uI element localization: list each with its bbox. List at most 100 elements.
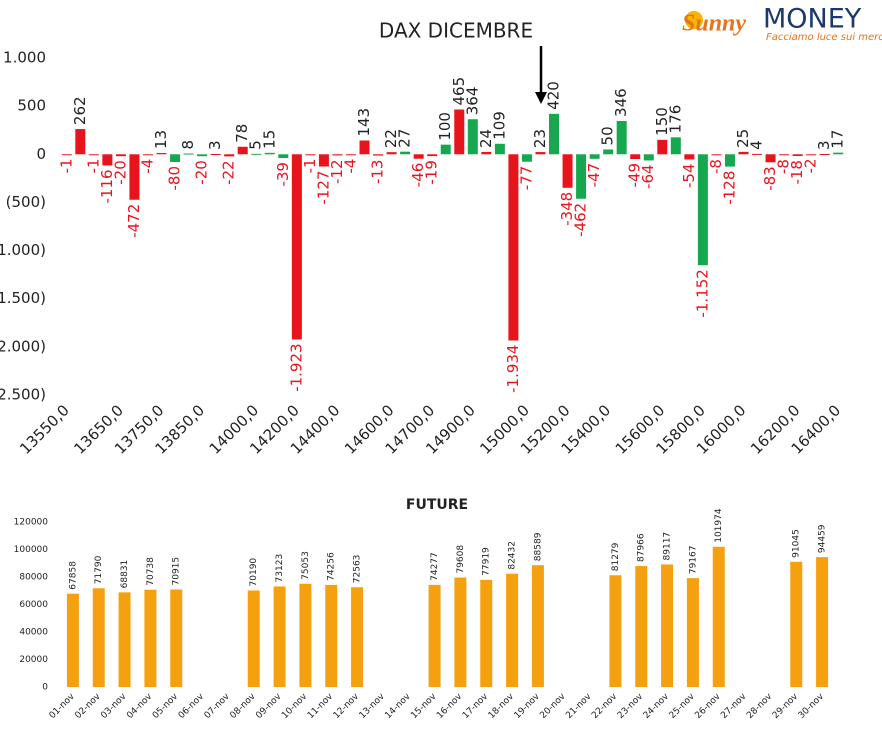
value-label: -49 — [626, 163, 644, 188]
value-label: 3 — [815, 140, 833, 150]
x-tick-label: 08-nov — [228, 691, 258, 721]
bar — [711, 154, 722, 156]
bar — [481, 151, 492, 155]
bar — [686, 578, 699, 687]
value-label: 94459 — [818, 524, 828, 553]
bar — [480, 579, 493, 687]
bar — [325, 584, 338, 687]
bar — [657, 139, 668, 155]
x-tick-label: 25-nov — [668, 691, 698, 721]
bar — [806, 154, 817, 156]
bar — [630, 154, 641, 160]
value-label: 176 — [666, 105, 684, 134]
y-tick-label: 1.000 — [3, 49, 46, 67]
value-label: -116 — [98, 169, 116, 203]
y-tick-label: (1.000) — [0, 241, 46, 259]
x-tick-label: 02-nov — [73, 691, 103, 721]
bar — [332, 154, 343, 156]
logo-sun — [685, 11, 703, 29]
bar — [440, 144, 451, 155]
bar — [345, 154, 356, 156]
value-label: 73123 — [275, 554, 285, 583]
x-tick-label: 13-nov — [358, 691, 388, 721]
bar — [833, 152, 844, 155]
bar — [170, 154, 181, 162]
bar — [129, 154, 140, 200]
value-label: 3 — [206, 140, 224, 150]
bar — [819, 153, 830, 155]
bar — [359, 140, 370, 155]
bar — [210, 153, 221, 155]
chart-title: FUTURE — [406, 497, 468, 513]
value-label: 89117 — [663, 532, 673, 561]
value-label: 88589 — [533, 532, 543, 561]
bar — [816, 557, 829, 687]
value-label: 75053 — [301, 551, 311, 580]
x-tick-label: 21-nov — [564, 691, 594, 721]
value-label: -1.923 — [287, 343, 305, 391]
y-tick-label: (500) — [6, 193, 46, 211]
bar — [115, 154, 126, 157]
x-tick-label: 17-nov — [461, 691, 491, 721]
bar — [738, 151, 749, 155]
value-label: 24 — [477, 129, 495, 148]
x-tick-label: 01-nov — [48, 691, 78, 721]
logo: Sunny MONEY Facciamo luce sui mercati — [682, 4, 882, 44]
bar — [428, 584, 441, 687]
bar — [765, 154, 776, 163]
value-label: 72563 — [353, 555, 363, 584]
y-tick-label: 500 — [17, 97, 46, 115]
bar — [88, 154, 99, 156]
x-tick-label: 09-nov — [254, 691, 284, 721]
bar — [197, 154, 208, 157]
x-tick-label: 03-nov — [99, 691, 129, 721]
value-label: 100 — [436, 112, 454, 141]
y-tick-label: 0 — [36, 145, 46, 163]
bar — [427, 154, 438, 157]
bar — [305, 154, 316, 156]
bar — [61, 154, 72, 156]
value-label: 262 — [71, 96, 89, 125]
bar — [66, 593, 79, 687]
y-tick-label: 100000 — [14, 545, 49, 555]
x-tick-label: 22-nov — [590, 691, 620, 721]
arrow-head — [535, 92, 547, 104]
value-label: -12 — [328, 159, 346, 184]
value-label: 79608 — [456, 545, 466, 574]
value-label: 71790 — [94, 555, 104, 584]
value-label: -22 — [220, 160, 238, 185]
value-label: -4 — [341, 159, 359, 174]
bar — [603, 149, 614, 155]
x-tick-label: 13550,0 — [16, 401, 73, 458]
bar — [494, 143, 505, 155]
x-tick-label: 16-nov — [435, 691, 465, 721]
value-label: -462 — [572, 203, 590, 237]
bar — [790, 561, 803, 687]
x-tick-label: 23-nov — [616, 691, 646, 721]
value-label: 70915 — [172, 557, 182, 586]
value-label: 70738 — [146, 557, 156, 586]
bar — [535, 152, 546, 155]
value-label: -83 — [761, 166, 779, 191]
bar — [589, 154, 600, 159]
bar — [643, 154, 654, 161]
x-tick-label: 27-nov — [719, 691, 749, 721]
value-label: 5 — [247, 140, 265, 150]
bar — [508, 154, 519, 341]
bar — [373, 154, 384, 156]
value-label: -1.152 — [693, 269, 711, 317]
bar — [142, 154, 153, 156]
value-label: 364 — [463, 87, 481, 116]
value-label: 150 — [653, 107, 671, 136]
value-label: 67858 — [68, 561, 78, 590]
y-tick-label: (2.000) — [0, 337, 46, 355]
value-label: -128 — [720, 171, 738, 205]
value-label: -2 — [802, 158, 820, 173]
value-label: -54 — [680, 163, 698, 188]
bar — [779, 154, 790, 156]
bar — [102, 154, 113, 166]
value-label: -80 — [166, 166, 184, 191]
value-label: 87966 — [637, 533, 647, 562]
bar — [318, 154, 329, 167]
bar — [454, 577, 467, 687]
